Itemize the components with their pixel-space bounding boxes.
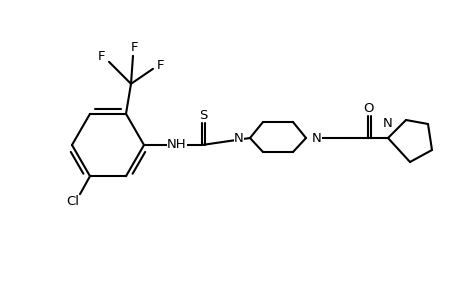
Text: O: O <box>363 101 374 115</box>
Text: F: F <box>98 50 106 63</box>
Text: S: S <box>198 109 207 122</box>
Text: F: F <box>157 59 164 72</box>
Text: N: N <box>311 131 321 145</box>
Text: F: F <box>131 41 139 54</box>
Text: NH: NH <box>167 137 186 151</box>
Text: Cl: Cl <box>67 195 79 208</box>
Text: N: N <box>382 117 392 130</box>
Text: N: N <box>234 131 243 145</box>
